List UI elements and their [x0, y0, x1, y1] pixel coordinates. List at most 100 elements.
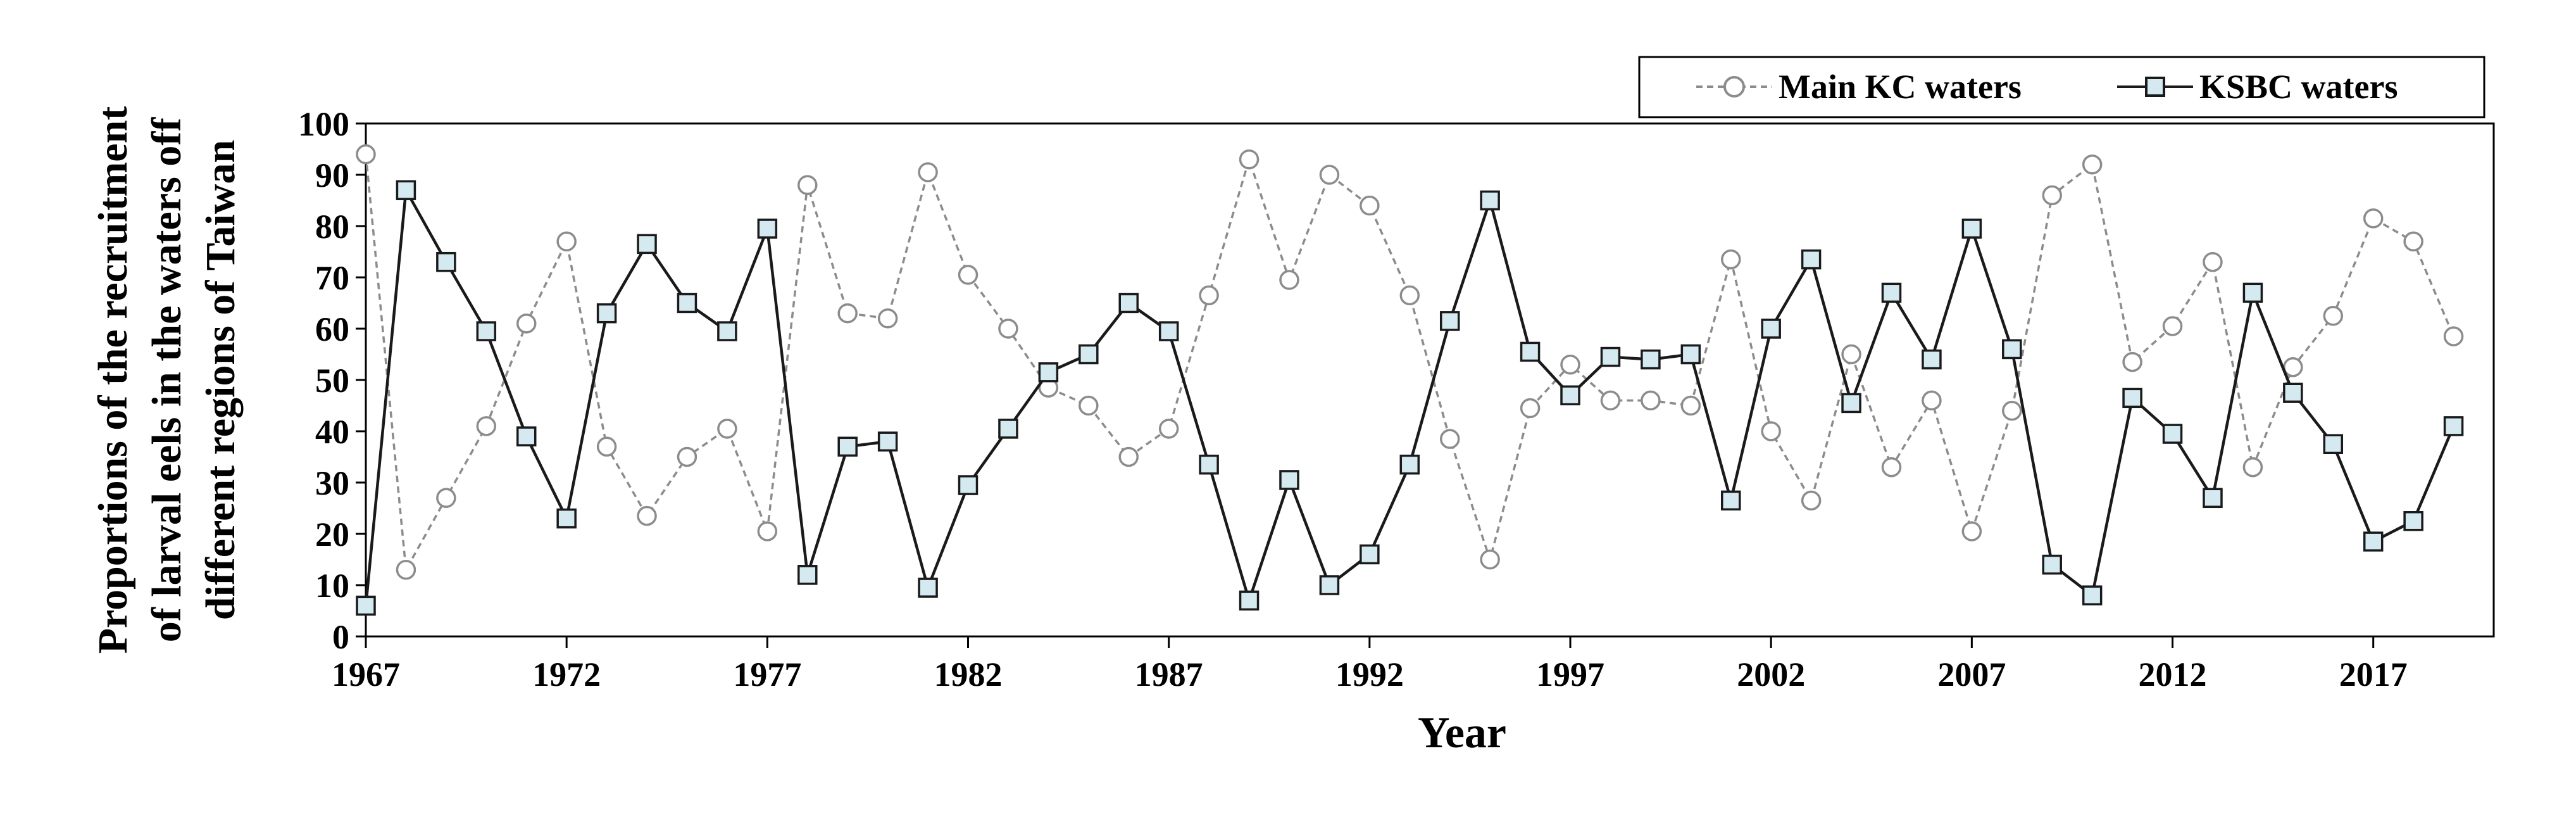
- y-axis-label-line-3-text: different regions of Taiwan: [197, 140, 244, 620]
- data-point-ksbc-waters: [757, 218, 778, 239]
- series-layer: [356, 144, 2464, 616]
- data-point-main-kc-waters: [596, 436, 617, 457]
- data-point-main-kc-waters: [2443, 326, 2464, 346]
- data-point-ksbc-waters: [2443, 416, 2464, 436]
- data-point-main-kc-waters: [1480, 549, 1500, 570]
- data-point-main-kc-waters: [2042, 185, 2062, 206]
- data-point-ksbc-waters: [1279, 470, 1299, 490]
- data-point-main-kc-waters: [2363, 208, 2384, 229]
- y-axis-label-line-2-text: of larval eels in the waters off: [144, 117, 190, 642]
- y-axis: 0 10 20 30 40 50 60 70 80 90 100: [298, 105, 366, 656]
- y-tick-label: 50: [315, 362, 349, 400]
- x-tick-label: 2017: [2339, 655, 2408, 693]
- data-point-ksbc-waters: [1118, 293, 1139, 313]
- data-point-ksbc-waters: [958, 475, 979, 495]
- legend-label-ksbc: KSBC waters: [2199, 68, 2398, 106]
- data-point-main-kc-waters: [918, 162, 938, 182]
- data-point-main-kc-waters: [2002, 400, 2022, 421]
- data-point-ksbc-waters: [1480, 190, 1500, 211]
- y-tick-label: 100: [298, 105, 349, 143]
- data-point-main-kc-waters: [1560, 354, 1580, 375]
- data-point-main-kc-waters: [1319, 165, 1340, 185]
- data-point-ksbc-waters: [1641, 349, 1661, 370]
- data-point-ksbc-waters: [1239, 590, 1260, 611]
- data-point-main-kc-waters: [677, 446, 697, 467]
- data-point-main-kc-waters: [1399, 285, 1420, 306]
- data-point-ksbc-waters: [1881, 282, 1902, 303]
- data-point-ksbc-waters: [918, 578, 938, 598]
- data-point-main-kc-waters: [2082, 155, 2103, 175]
- data-point-main-kc-waters: [396, 559, 416, 580]
- data-point-ksbc-waters: [556, 508, 577, 529]
- data-point-main-kc-waters: [2283, 357, 2303, 377]
- data-point-ksbc-waters: [637, 234, 657, 255]
- data-point-main-kc-waters: [1922, 390, 1942, 411]
- data-point-main-kc-waters: [958, 265, 979, 285]
- data-point-main-kc-waters: [2242, 457, 2263, 477]
- x-tick-label: 1982: [934, 655, 1003, 693]
- data-point-ksbc-waters: [436, 251, 456, 272]
- legend: Main KC waters KSBC waters: [1638, 56, 2485, 118]
- y-tick-label: 0: [332, 618, 349, 656]
- data-point-main-kc-waters: [2323, 306, 2344, 326]
- data-point-main-kc-waters: [1079, 395, 1099, 416]
- series-ksbc-waters: [356, 180, 2464, 616]
- data-point-main-kc-waters: [717, 419, 737, 439]
- y-axis-label-group: Proportions of the recruitment of larval…: [90, 106, 244, 654]
- x-tick-label: 1967: [332, 655, 400, 693]
- data-point-main-kc-waters: [1761, 421, 1781, 441]
- data-point-main-kc-waters: [1360, 195, 1380, 216]
- data-point-ksbc-waters: [2042, 554, 2062, 575]
- data-point-ksbc-waters: [797, 565, 818, 585]
- data-point-main-kc-waters: [436, 488, 456, 509]
- data-point-ksbc-waters: [1801, 249, 1822, 270]
- data-point-main-kc-waters: [2203, 251, 2223, 272]
- data-point-main-kc-waters: [556, 231, 577, 252]
- data-point-ksbc-waters: [1721, 490, 1741, 511]
- y-tick-label: 40: [315, 413, 349, 451]
- data-point-ksbc-waters: [2283, 383, 2303, 403]
- data-point-ksbc-waters: [1600, 346, 1621, 367]
- data-point-ksbc-waters: [1520, 341, 1541, 362]
- data-point-main-kc-waters: [516, 313, 537, 334]
- data-point-ksbc-waters: [717, 321, 737, 341]
- data-point-ksbc-waters: [877, 431, 898, 452]
- data-point-main-kc-waters: [1279, 270, 1299, 290]
- x-tick-label: 2002: [1737, 655, 1805, 693]
- data-point-main-kc-waters: [1680, 395, 1701, 416]
- x-tick-label: 1977: [733, 655, 801, 693]
- data-point-ksbc-waters: [2242, 282, 2263, 303]
- data-point-main-kc-waters: [1641, 390, 1661, 411]
- data-point-ksbc-waters: [1961, 218, 1982, 239]
- plot-border: [365, 122, 2495, 638]
- data-point-ksbc-waters: [396, 180, 416, 201]
- data-point-main-kc-waters: [1721, 249, 1741, 270]
- data-point-main-kc-waters: [2403, 231, 2423, 252]
- data-point-ksbc-waters: [998, 419, 1018, 439]
- data-point-ksbc-waters: [2082, 585, 2103, 605]
- data-point-ksbc-waters: [1680, 344, 1701, 365]
- legend-box: [1638, 56, 2485, 118]
- data-point-main-kc-waters: [1841, 344, 1861, 365]
- y-tick-label: 20: [315, 515, 349, 553]
- data-point-ksbc-waters: [1761, 319, 1781, 339]
- data-point-ksbc-waters: [476, 321, 497, 341]
- x-tick-label: 2012: [2139, 655, 2207, 693]
- data-point-ksbc-waters: [596, 303, 617, 324]
- data-point-ksbc-waters: [1158, 321, 1179, 341]
- x-tick-label: 2007: [1937, 655, 2006, 693]
- series-line-main-kc-waters: [365, 154, 2455, 574]
- x-tick-label: 1992: [1335, 655, 1404, 693]
- data-point-ksbc-waters: [1439, 311, 1460, 331]
- data-point-ksbc-waters: [1560, 385, 1580, 406]
- data-point-main-kc-waters: [637, 505, 657, 526]
- y-tick-label: 70: [315, 259, 349, 297]
- data-point-main-kc-waters: [1158, 419, 1179, 439]
- data-point-ksbc-waters: [1199, 454, 1219, 475]
- data-point-main-kc-waters: [837, 303, 858, 324]
- data-point-ksbc-waters: [1841, 393, 1861, 414]
- data-point-main-kc-waters: [1881, 457, 1902, 477]
- data-point-ksbc-waters: [2323, 434, 2344, 454]
- data-point-ksbc-waters: [1319, 575, 1340, 595]
